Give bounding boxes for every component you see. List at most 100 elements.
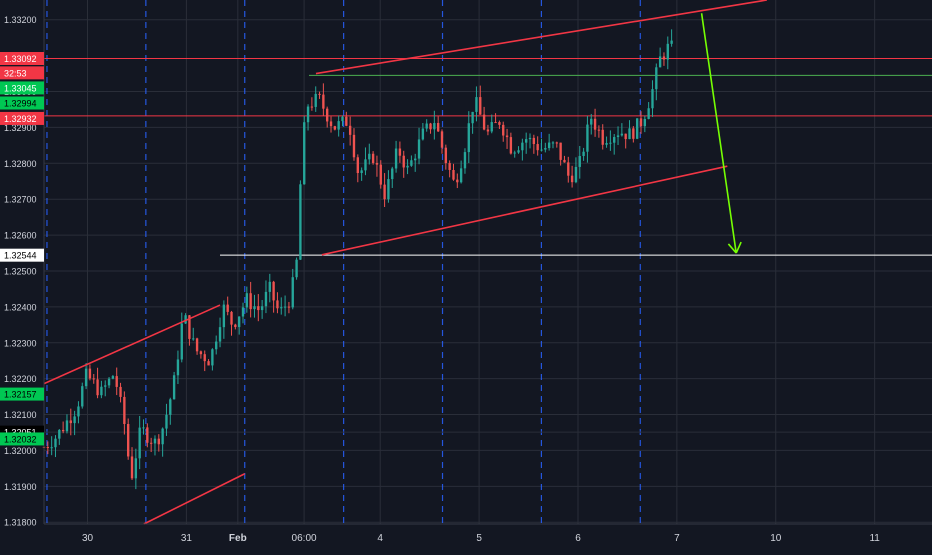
candle-body (111, 376, 115, 379)
forecast-arrow-head (727, 243, 737, 254)
price-tick-label: 1.32400 (4, 302, 37, 312)
candle-body (421, 128, 425, 140)
candle-body (570, 175, 574, 183)
candle-body (134, 458, 138, 479)
candle-body (429, 123, 432, 130)
candle-body (318, 93, 321, 95)
price-tick-label: 1.31900 (4, 482, 37, 492)
time-tick-label: 5 (476, 533, 482, 544)
candle-body (65, 420, 69, 432)
candle-body (268, 281, 271, 292)
candle-body (81, 386, 84, 407)
grid-lines (44, 0, 932, 524)
candle-body (456, 179, 459, 183)
candle-body (165, 414, 168, 429)
price-badge-label: 1.32994 (4, 99, 37, 109)
horizontal-price-lines (44, 58, 932, 433)
candle-body (253, 306, 256, 310)
candle-body (172, 375, 176, 400)
candle-body (348, 125, 352, 135)
candle-body (459, 168, 463, 183)
candle-body (337, 121, 340, 130)
time-axis[interactable]: 30 31 Feb 06:00 4 5 6 7 10 11 (44, 523, 932, 544)
candle-body (104, 385, 107, 387)
candle-body (563, 159, 566, 163)
candle-body (486, 129, 490, 132)
candle-body (203, 354, 206, 362)
drawn-trendlines[interactable] (43, 0, 767, 525)
price-badge (0, 52, 44, 66)
candle-body (123, 396, 126, 424)
price-tick-label: 1.32100 (4, 410, 37, 420)
candle-body (161, 428, 164, 445)
candle-body (149, 442, 153, 444)
candle-body (107, 378, 111, 386)
candle-body (245, 293, 249, 308)
candle-body (509, 137, 513, 154)
candle-body (226, 304, 229, 312)
candle-body (482, 114, 486, 130)
candle-body (295, 259, 298, 278)
candle-body (528, 137, 532, 140)
candle-body (651, 89, 654, 109)
candle-body (199, 351, 203, 355)
trendline[interactable] (321, 165, 728, 256)
price-badge (0, 66, 44, 80)
candle-body (417, 139, 421, 159)
candle-body (379, 164, 382, 185)
candle-body (352, 134, 356, 158)
price-badge (0, 248, 44, 262)
candle-body (364, 159, 367, 171)
candle-body (280, 307, 283, 309)
candle-body (586, 124, 589, 152)
trendline[interactable] (143, 473, 246, 525)
candle-body (46, 446, 50, 448)
candle-body (146, 427, 149, 443)
time-tick-label: 10 (770, 533, 782, 544)
candle-body (574, 166, 578, 183)
forecast-arrow-shaft[interactable] (700, 13, 737, 254)
candle-body (180, 323, 183, 360)
price-tick-label: 1.32300 (4, 338, 37, 348)
candle-body (494, 122, 497, 124)
candle-body (283, 306, 287, 308)
price-badge-label: 1.32544 (4, 251, 37, 261)
candle-body (471, 111, 474, 124)
candle-body (287, 306, 291, 308)
candle-body (77, 406, 80, 417)
candle-body (532, 137, 536, 145)
candle-body (433, 123, 436, 130)
candle-body (601, 129, 604, 145)
time-tick-label: 11 (869, 533, 880, 544)
candle-body (555, 142, 558, 144)
candle-body (559, 142, 562, 160)
trendline[interactable] (315, 0, 767, 75)
candle-body (371, 153, 375, 164)
trendline[interactable] (43, 304, 221, 385)
price-badge-label: 32:53 (4, 68, 27, 78)
candle-body (398, 148, 402, 156)
candle-body (88, 368, 92, 379)
forecast-arrow[interactable] (700, 13, 742, 254)
candle-body (157, 438, 160, 445)
candle-body (329, 121, 333, 127)
candle-body (326, 108, 329, 122)
candle-body (299, 184, 302, 260)
candle-body (670, 40, 673, 44)
candle-body (452, 169, 455, 180)
candle-body (394, 148, 398, 169)
candle-body (479, 97, 482, 115)
candle-body (436, 123, 440, 132)
candle-body (582, 151, 585, 157)
candle-body (92, 378, 95, 380)
candle-body (69, 420, 72, 424)
candle-body (341, 116, 344, 122)
candle-body (551, 142, 555, 144)
candle-body (345, 116, 348, 126)
price-badges: 1.33092 32:53 1.33045 1.32994 1.32932 1.32544… (0, 52, 44, 446)
candle-body (142, 427, 145, 429)
candle-body (237, 316, 241, 328)
candle-body (195, 338, 199, 352)
